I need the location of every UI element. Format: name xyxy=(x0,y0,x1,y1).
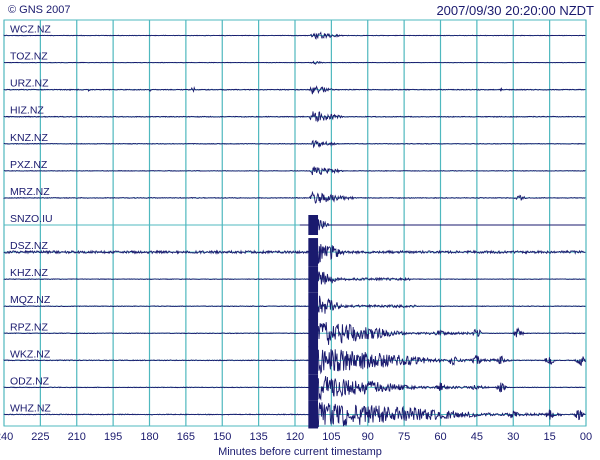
event-onset-13 xyxy=(308,374,319,401)
station-label: WKZ.NZ xyxy=(10,348,51,360)
station-label: WHZ.NZ xyxy=(10,402,51,414)
trace-4 xyxy=(3,139,586,149)
trace-6 xyxy=(3,190,586,204)
trace-14 xyxy=(3,400,586,428)
x-tick-label-210: 210 xyxy=(68,431,86,443)
x-tick-label-195: 195 xyxy=(104,431,122,443)
station-label: WCZ.NZ xyxy=(10,24,51,36)
station-label: SNZO.IU xyxy=(10,213,53,225)
x-tick-label-135: 135 xyxy=(249,431,267,443)
x-tick-label-105: 105 xyxy=(322,431,340,443)
event-onset-9 xyxy=(308,266,319,293)
event-onset-12 xyxy=(308,346,319,375)
timestamp-text: 2007/09/30 20:20:00 NZDT xyxy=(436,3,594,18)
x-tick-label-45: 45 xyxy=(471,431,483,443)
trace-13 xyxy=(3,375,586,401)
station-label: ODZ.NZ xyxy=(10,375,50,387)
x-tick-label-75: 75 xyxy=(398,431,410,443)
x-tick-label-30: 30 xyxy=(507,431,519,443)
station-label: PXZ.NZ xyxy=(10,159,48,171)
x-tick-label-120: 120 xyxy=(286,431,304,443)
trace-8 xyxy=(3,239,586,264)
event-onset-11 xyxy=(308,319,319,348)
x-tick-label-150: 150 xyxy=(213,431,231,443)
station-label: MRZ.NZ xyxy=(10,186,50,198)
x-tick-label-0: 00 xyxy=(580,431,592,443)
event-onset-14 xyxy=(308,400,319,429)
station-label: MQZ.NZ xyxy=(10,294,51,306)
x-tick-label-240: 240 xyxy=(0,431,13,443)
trace-9 xyxy=(3,267,586,289)
x-tick-label-165: 165 xyxy=(177,431,195,443)
x-tick-label-180: 180 xyxy=(140,431,158,443)
x-tick-label-90: 90 xyxy=(362,431,374,443)
trace-5 xyxy=(3,166,586,176)
trace-0 xyxy=(3,31,586,40)
station-label: RPZ.NZ xyxy=(10,321,49,333)
trace-12 xyxy=(3,347,586,375)
x-tick-label-15: 15 xyxy=(544,431,556,443)
event-onset-7 xyxy=(308,215,319,235)
trace-10 xyxy=(3,295,586,317)
station-label: URZ.NZ xyxy=(10,78,49,90)
event-onset-8 xyxy=(308,238,319,267)
trace-7 xyxy=(299,215,586,232)
x-axis-label: Minutes before current timestamp xyxy=(218,446,382,458)
event-onset-10 xyxy=(308,292,319,321)
station-label: KHZ.NZ xyxy=(10,267,49,279)
copyright-text: © GNS 2007 xyxy=(8,4,71,16)
x-tick-label-225: 225 xyxy=(31,431,49,443)
trace-3 xyxy=(3,111,586,123)
x-tick-label-60: 60 xyxy=(434,431,446,443)
station-label: HIZ.NZ xyxy=(10,105,44,117)
station-label: DSZ.NZ xyxy=(10,240,49,252)
trace-11 xyxy=(3,322,586,345)
trace-2 xyxy=(3,85,586,95)
trace-1 xyxy=(3,60,586,65)
station-label: KNZ.NZ xyxy=(10,132,49,144)
station-label: TOZ.NZ xyxy=(10,51,48,63)
